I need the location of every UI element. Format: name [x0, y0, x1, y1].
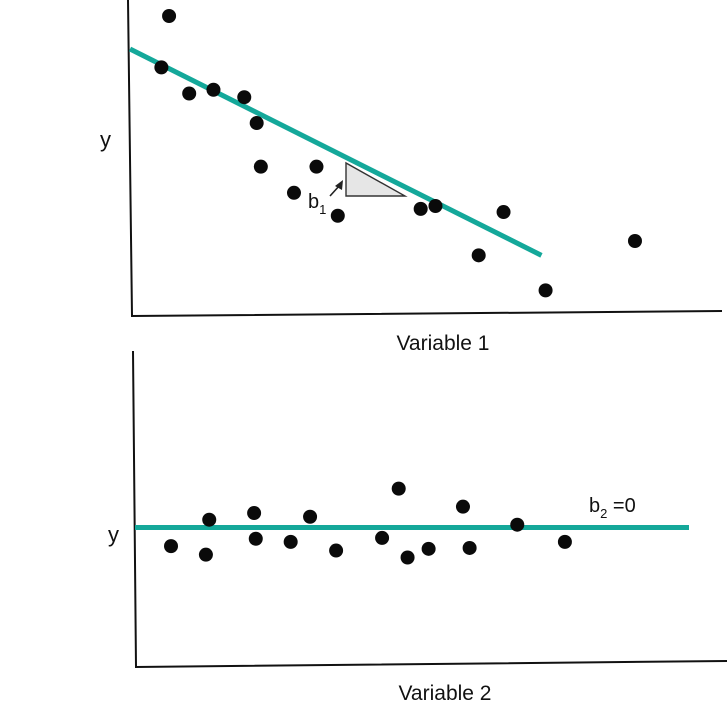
y-axis-label-variable-2: y [108, 522, 119, 547]
x-axis-label-variable-2: Variable 2 [398, 682, 491, 705]
slope-triangle [345, 161, 408, 197]
chart-variable-1: b1 y Variable 1 [100, 0, 723, 355]
data-point [455, 499, 470, 514]
x-axis-label-variable-1: Variable 1 [396, 332, 489, 355]
data-point [247, 506, 262, 521]
data-point [202, 512, 217, 527]
data-point [496, 205, 511, 220]
data-point [182, 86, 197, 101]
data-point [162, 9, 177, 23]
slope-arrow-head-icon [335, 180, 343, 190]
data-point [249, 116, 264, 131]
data-point [391, 481, 406, 496]
data-point [538, 283, 553, 298]
axes-frame-variable-1 [127, 0, 723, 318]
data-point [154, 60, 169, 75]
data-point [421, 541, 436, 556]
data-point [283, 534, 298, 549]
data-point [303, 509, 318, 524]
data-point [248, 531, 263, 546]
data-point [164, 539, 179, 554]
data-point [237, 90, 252, 105]
data-point [206, 82, 221, 97]
data-point [330, 208, 345, 223]
data-point [375, 530, 390, 545]
data-point [400, 550, 415, 565]
data-point [627, 234, 642, 249]
data-point [413, 201, 428, 216]
data-point [428, 198, 443, 213]
data-point [198, 547, 213, 562]
trend-line-variable-1 [128, 46, 543, 258]
data-point [462, 540, 477, 555]
data-point [309, 159, 324, 174]
data-point [510, 517, 525, 532]
points-variable-2 [164, 481, 572, 565]
slope-label-b1: b1 [308, 191, 326, 217]
data-point [329, 543, 344, 558]
data-point [286, 185, 301, 200]
data-point [557, 534, 572, 549]
points-variable-1 [154, 9, 642, 298]
data-point [253, 159, 268, 174]
axes-frame-variable-2 [132, 350, 727, 669]
chart-variable-2: b2 =0 y Variable 2 [108, 350, 727, 705]
y-axis-label-variable-1: y [100, 127, 111, 152]
slope-label-b2: b2 =0 [589, 495, 636, 521]
data-point [471, 248, 486, 263]
